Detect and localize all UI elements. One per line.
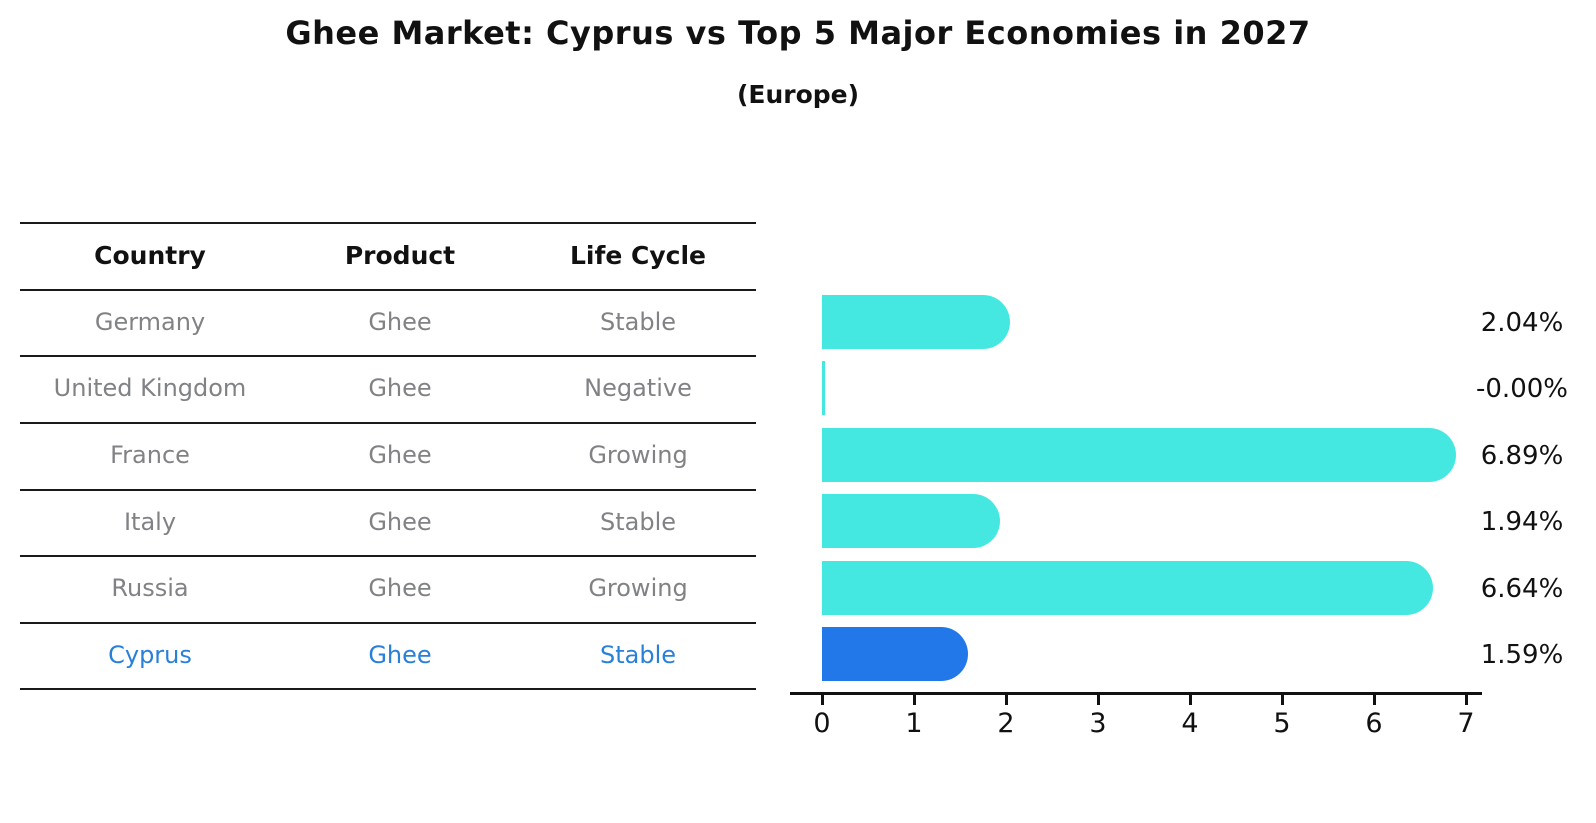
cell-product: Ghee (368, 508, 432, 536)
cell-country: Russia (111, 574, 189, 602)
bar-france (822, 428, 1456, 482)
x-axis-tick-label: 0 (813, 708, 831, 739)
column-header-life-cycle: Life Cycle (569, 240, 707, 270)
table-row-divider (20, 555, 756, 557)
x-axis-tick (1189, 695, 1192, 705)
cell-country: United Kingdom (53, 374, 247, 402)
table-border-bottom (20, 688, 756, 690)
x-axis-tick-label: 6 (1365, 708, 1383, 739)
x-axis-tick-label: 7 (1457, 708, 1475, 739)
table-row: Germany Ghee Stable (20, 289, 756, 355)
value-label: 1.59% (1480, 640, 1564, 670)
value-label: 2.04% (1480, 308, 1564, 338)
cell-product: Ghee (368, 574, 432, 602)
cell-country: Germany (94, 308, 206, 336)
table-row: United Kingdom Ghee Negative (20, 355, 756, 421)
cell-life-cycle: Stable (599, 308, 677, 336)
column-header-country: Country (94, 240, 206, 270)
page-title: Ghee Market: Cyprus vs Top 5 Major Econo… (285, 14, 1311, 52)
x-axis-tick (821, 695, 824, 705)
table-header-divider (20, 289, 756, 291)
value-label: -0.00% (1476, 374, 1568, 404)
value-label: 1.94% (1480, 507, 1564, 537)
x-axis-tick (913, 695, 916, 705)
table-border-top (20, 222, 756, 224)
x-axis-tick (1281, 695, 1284, 705)
cell-country: Cyprus (108, 641, 192, 669)
cell-product: Ghee (368, 308, 432, 336)
x-axis-tick-label: 4 (1181, 708, 1199, 739)
x-axis-tick-label: 1 (905, 708, 923, 739)
cell-product: Ghee (368, 641, 432, 669)
x-axis-line (790, 692, 1482, 695)
table-row-cyprus: Cyprus Ghee Stable (20, 622, 756, 688)
table-header-row: Country Product Life Cycle (20, 222, 756, 288)
table-row-divider (20, 422, 756, 424)
table-row: Italy Ghee Stable (20, 489, 756, 555)
x-axis-tick (1097, 695, 1100, 705)
table-row-divider (20, 622, 756, 624)
table-row: France Ghee Growing (20, 422, 756, 488)
x-axis-tick-label: 3 (1089, 708, 1107, 739)
bar-cyprus (822, 627, 969, 681)
bar-italy (822, 494, 1001, 548)
table-row-divider (20, 355, 756, 357)
table-row-divider (20, 489, 756, 491)
cell-life-cycle: Stable (599, 641, 677, 669)
cell-country: Italy (123, 508, 177, 536)
x-axis-tick (1465, 695, 1468, 705)
cell-product: Ghee (368, 374, 432, 402)
page-subtitle: (Europe) (736, 80, 860, 109)
bar-united-kingdom (822, 361, 825, 415)
column-header-product: Product (344, 240, 456, 270)
bar-russia (822, 561, 1433, 615)
x-axis-tick-label: 2 (997, 708, 1015, 739)
cell-life-cycle: Growing (588, 574, 688, 602)
value-label: 6.64% (1480, 574, 1564, 604)
cell-life-cycle: Stable (599, 508, 677, 536)
cell-life-cycle: Growing (588, 441, 688, 469)
cell-life-cycle: Negative (584, 374, 692, 402)
table-row: Russia Ghee Growing (20, 555, 756, 621)
x-axis-tick-label: 5 (1273, 708, 1291, 739)
x-axis-tick (1005, 695, 1008, 705)
cell-product: Ghee (368, 441, 432, 469)
bar-germany (822, 295, 1010, 349)
x-axis-tick (1373, 695, 1376, 705)
value-label: 6.89% (1480, 441, 1564, 471)
cell-country: France (110, 441, 190, 469)
